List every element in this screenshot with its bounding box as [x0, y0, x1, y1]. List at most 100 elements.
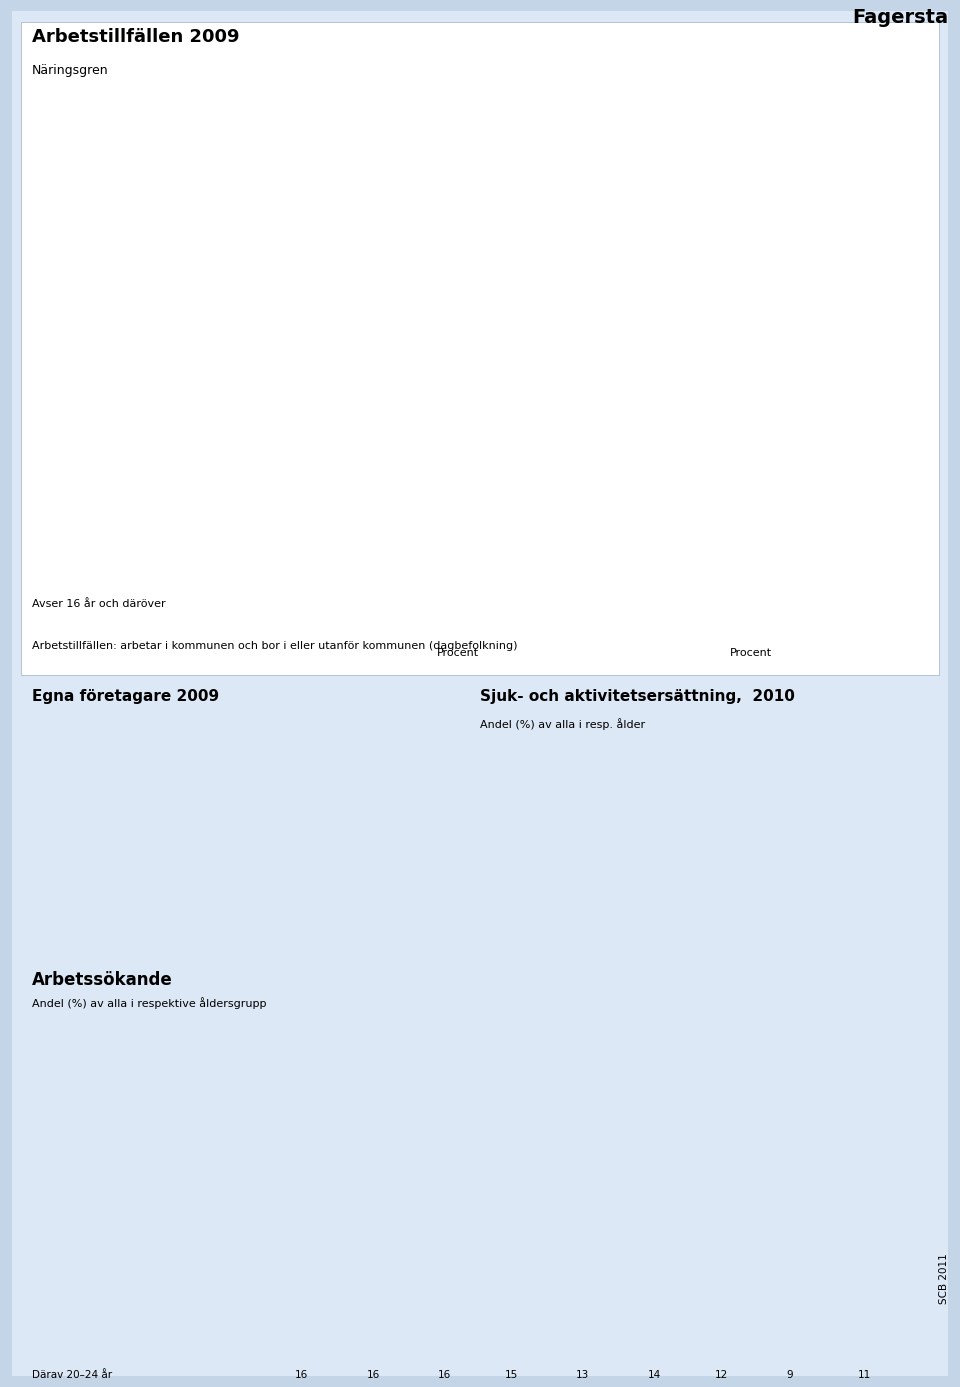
Text: 3: 3 — [714, 1164, 721, 1173]
Text: 5–9: 5–9 — [47, 849, 67, 859]
Text: Andel (%) av alla i respektive åldersgrupp: Andel (%) av alla i respektive åldersgru… — [32, 997, 266, 1010]
Text: 8: 8 — [576, 1094, 583, 1104]
Bar — [631, 354, 653, 377]
Bar — [322, 319, 338, 343]
Text: 4: 4 — [648, 1164, 655, 1173]
Text: 14: 14 — [714, 1197, 728, 1208]
Text: 20–64 år: 20–64 år — [480, 825, 529, 835]
Text: 21: 21 — [505, 1197, 518, 1208]
Text: 10: 10 — [763, 929, 777, 939]
Text: 115: 115 — [207, 789, 228, 799]
Text: Totalt: Totalt — [39, 911, 75, 921]
Bar — [322, 107, 502, 130]
Text: 24: 24 — [134, 878, 149, 888]
Bar — [614, 248, 659, 272]
Text: 20: 20 — [763, 877, 778, 888]
Text: 81: 81 — [392, 911, 407, 921]
Bar — [625, 602, 631, 626]
Text: Näringsgren: Näringsgren — [32, 64, 108, 76]
Text: 4: 4 — [576, 1301, 583, 1311]
Text: 7: 7 — [857, 1266, 864, 1276]
Text: 16: 16 — [393, 818, 406, 829]
Bar — [614, 319, 653, 343]
Text: 3: 3 — [857, 1336, 864, 1345]
Text: Öppet arbetslösa: Öppet arbetslösa — [32, 1129, 128, 1140]
Text: 3: 3 — [786, 1301, 793, 1311]
Text: 4: 4 — [714, 1301, 721, 1311]
Text: 2–4: 2–4 — [47, 818, 67, 829]
Text: Kv: Kv — [786, 1032, 800, 1043]
Text: Därav 20–24 år: Därav 20–24 år — [32, 1369, 111, 1380]
Text: 10–: 10– — [47, 878, 67, 888]
Text: 308: 308 — [295, 1232, 315, 1241]
Bar — [322, 71, 349, 94]
Bar — [614, 107, 680, 130]
Bar — [322, 495, 332, 519]
Bar — [614, 566, 625, 589]
Text: 9: 9 — [648, 1094, 655, 1104]
Text: 13: 13 — [576, 1369, 589, 1380]
Text: 1: 1 — [54, 789, 60, 799]
Text: 8: 8 — [295, 1266, 301, 1276]
Text: 8: 8 — [669, 825, 676, 835]
Bar — [322, 212, 332, 236]
Text: 4: 4 — [315, 789, 323, 799]
Text: 224 010: 224 010 — [714, 1232, 757, 1241]
Text: 7: 7 — [367, 1094, 373, 1104]
Text: Kommunen: Kommunen — [335, 1018, 398, 1029]
Text: 5: 5 — [316, 878, 323, 888]
Text: 3: 3 — [786, 1336, 793, 1345]
Text: 12: 12 — [857, 1197, 871, 1208]
Text: M: M — [295, 1032, 304, 1043]
Text: 60–64 år: 60–64 år — [480, 903, 529, 914]
Bar — [614, 460, 625, 484]
Text: syssel-: syssel- — [41, 742, 72, 750]
Text: 16: 16 — [295, 1369, 308, 1380]
Text: 8: 8 — [438, 1094, 444, 1104]
Text: Tot: Tot — [438, 1032, 454, 1043]
Text: 8: 8 — [714, 1094, 721, 1104]
Text: 4: 4 — [857, 1129, 864, 1139]
Bar — [614, 71, 641, 94]
Text: 148: 148 — [205, 911, 229, 921]
Text: 12: 12 — [714, 1369, 728, 1380]
Text: 7: 7 — [786, 1094, 793, 1104]
Bar — [625, 566, 636, 589]
Text: i eget AB: i eget AB — [299, 763, 340, 773]
Text: Kommunen: Kommunen — [480, 746, 550, 756]
Text: 11: 11 — [857, 1369, 871, 1380]
Bar — [653, 141, 696, 165]
Text: 4: 4 — [648, 1336, 655, 1345]
Text: Procent: Procent — [731, 648, 772, 657]
Text: Egna företagare 2009: Egna företagare 2009 — [32, 689, 219, 705]
Text: 3: 3 — [786, 1164, 793, 1173]
Text: 14: 14 — [576, 1197, 589, 1208]
Text: 16: 16 — [857, 877, 872, 888]
Text: 0: 0 — [214, 878, 221, 888]
Text: 124: 124 — [130, 911, 154, 921]
Text: 4: 4 — [648, 1301, 655, 1311]
Text: Kv: Kv — [367, 1032, 380, 1043]
Bar — [614, 141, 653, 165]
Bar — [659, 248, 663, 272]
Text: 25: 25 — [763, 773, 778, 782]
Text: 4: 4 — [367, 1301, 373, 1311]
Text: 3: 3 — [367, 1164, 373, 1173]
Text: 5 515: 5 515 — [576, 1232, 606, 1241]
Text: 19: 19 — [669, 903, 683, 914]
Text: 19: 19 — [669, 799, 683, 809]
Text: Riket: Riket — [480, 852, 512, 861]
Text: 4: 4 — [576, 1164, 583, 1173]
Bar — [641, 71, 740, 94]
Text: 0: 0 — [396, 878, 402, 888]
Bar — [322, 248, 360, 272]
Text: 3: 3 — [714, 1336, 721, 1345]
Bar — [322, 390, 327, 413]
Bar — [614, 531, 625, 555]
Text: 16: 16 — [367, 1369, 380, 1380]
Text: 20–64 år: 20–64 år — [480, 929, 529, 939]
Text: Andel (%) av alla i resp. ålder: Andel (%) av alla i resp. ålder — [480, 718, 645, 731]
Text: 3: 3 — [295, 1336, 301, 1345]
Text: 55–59 år: 55–59 år — [480, 773, 529, 782]
Text: 3: 3 — [857, 1164, 864, 1173]
